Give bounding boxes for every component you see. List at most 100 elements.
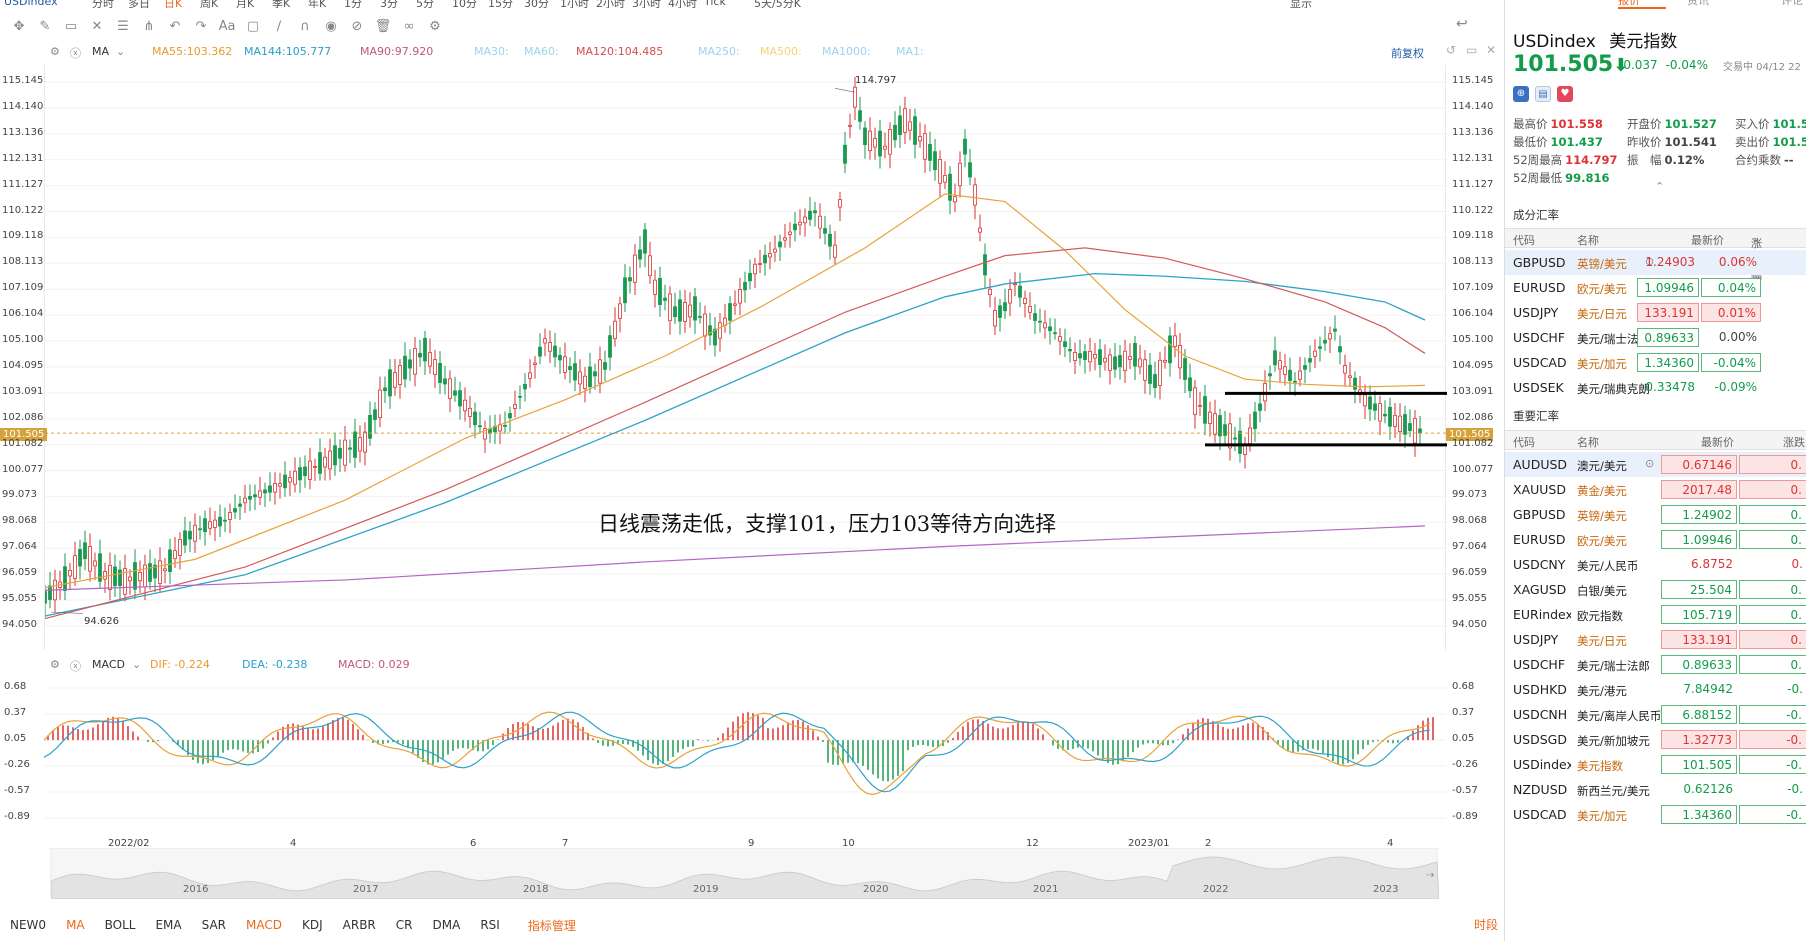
period-0[interactable]: USDindex [4,0,58,8]
comment-icon[interactable]: ▢ [246,19,260,34]
close-panel-icon[interactable]: ✕ [1486,43,1497,57]
period-17[interactable]: 4小时 [668,0,697,8]
indicator-tab-0[interactable]: NEW0 [10,918,47,932]
period-2[interactable]: 多日 [128,0,150,8]
heart-icon[interactable]: ♥ [1557,86,1573,102]
adjust-label[interactable]: 前复权 [1391,47,1424,60]
col-change[interactable]: 涨跌幅 ⌄ [1751,232,1762,282]
period-16[interactable]: 3小时 [632,0,661,8]
cross-tool-icon[interactable]: ✕ [91,19,103,34]
link-icon[interactable]: ∞ [403,19,415,34]
display-menu[interactable]: 显示 [1290,0,1312,8]
eye-icon[interactable]: ◉ [325,19,337,34]
rate-row[interactable]: GBPUSD 英镑/美元 ⊙ 1.24903 0.06% [1505,250,1806,275]
chevron-down-icon[interactable]: ⌄ [116,45,126,58]
pin-icon[interactable]: ⊙ [1645,255,1655,268]
rect-icon[interactable]: ▭ [64,19,78,34]
close-icon[interactable]: ⓧ [70,660,81,673]
back-icon[interactable]: ↩ [1456,16,1468,32]
rate-row[interactable]: XAUUSD 黄金/美元 2017.48 0. [1505,477,1806,502]
rate-row[interactable]: USDCAD 美元/加元 1.34360 -0.04% [1505,350,1806,375]
redo-icon[interactable]: ↷ [195,19,207,34]
indicator-tab-5[interactable]: MACD [246,918,282,932]
settings-icon[interactable]: ⚙ [50,658,60,671]
indicator-tab-4[interactable]: SAR [201,918,227,932]
rate-row[interactable]: USDHKD 美元/港元 7.84942 -0. [1505,677,1806,702]
indicator-tab-2[interactable]: BOLL [104,918,136,932]
text-tool-icon[interactable]: Aa [218,19,236,34]
rate-row[interactable]: EURUSD 欧元/美元 1.09946 0. [1505,527,1806,552]
rate-row[interactable]: AUDUSD 澳元/美元 ⊙ 0.67146 0. [1505,452,1806,477]
crosshair-icon[interactable]: ✥ [13,19,25,34]
indicator-tab-11[interactable]: 指标管理 [527,918,576,933]
undo-icon[interactable]: ↶ [169,19,181,34]
settings-icon[interactable]: ⚙ [50,45,60,58]
rate-row[interactable]: USDSGD 美元/新加坡元 1.32773 -0. [1505,727,1806,752]
rate-row[interactable]: USDCHF 美元/瑞士法郎 0.89633 0.00% [1505,325,1806,350]
period-4[interactable]: 周K [200,0,219,8]
period-7[interactable]: 年K [308,0,327,8]
period-12[interactable]: 15分 [488,0,513,8]
collapse-icon[interactable]: ⌃ [1655,180,1665,193]
period-5[interactable]: 月K [236,0,255,8]
globe-icon[interactable]: ⊕ [1513,86,1529,102]
settings-icon[interactable]: ⚙ [429,19,441,34]
trash-icon[interactable]: 🗑 [374,19,392,34]
period-9[interactable]: 3分 [380,0,398,8]
main-chart-area[interactable] [43,65,1447,650]
indicator-tab-7[interactable]: ARBR [342,918,376,932]
period-18[interactable]: Tick [704,0,726,8]
rate-row[interactable]: USDCNY 美元/人民币 6.8752 0. [1505,552,1806,577]
indicator-tab-8[interactable]: CR [395,918,413,932]
tab-news[interactable]: 资讯 [1687,0,1709,7]
indicator-tab-1[interactable]: MA [66,918,85,932]
rate-row[interactable]: USDCAD 美元/加元 1.34360 -0. [1505,802,1806,827]
pin-icon[interactable]: ⊙ [1645,457,1655,470]
tab-quote[interactable]: 报价 [1618,0,1640,7]
rate-row[interactable]: USDCNH 美元/离岸人民币 6.88152 -0. [1505,702,1806,727]
rate-price: 1.24903 [1645,255,1695,269]
period-14[interactable]: 1小时 [560,0,589,8]
period-15[interactable]: 2小时 [596,0,625,8]
period-10[interactable]: 5分 [416,0,434,8]
indicator-tab-9[interactable]: DMA [432,918,461,932]
macd-chart-area[interactable] [43,676,1446,838]
list-icon[interactable]: ▤ [1535,86,1551,102]
pen-icon[interactable]: ✎ [39,19,51,34]
rate-row[interactable]: EURUSD 欧元/美元 1.09946 0.04% [1505,275,1806,300]
magnet-icon[interactable]: ∩ [300,19,310,34]
lines-icon[interactable]: ☰ [117,19,129,34]
chevron-down-icon[interactable]: ⌄ [132,658,142,671]
indicator-tab-10[interactable]: RSI [480,918,500,932]
period-13[interactable]: 30分 [524,0,549,8]
indicator-tab-3[interactable]: EMA [155,918,182,932]
rate-row[interactable]: GBPUSD 英镑/美元 1.24902 0. [1505,502,1806,527]
reset-icon[interactable]: ↺ [1446,43,1457,57]
rate-row[interactable]: USDCHF 美元/瑞士法郎 0.89633 0. [1505,652,1806,677]
rate-row[interactable]: USDindex 美元指数 101.505 -0. [1505,752,1806,777]
ma-item-label: MA1000: [822,45,871,58]
session-button[interactable]: 时段 [1474,918,1499,932]
rate-row[interactable]: XAGUSD 白银/美元 25.504 0. [1505,577,1806,602]
close-icon[interactable]: ⓧ [70,47,81,60]
rate-row[interactable]: NZDUSD 新西兰元/美元 0.62126 -0. [1505,777,1806,802]
navigator-handle-icon[interactable]: ⇢ [1426,870,1435,881]
fork-icon[interactable]: ⋔ [143,19,155,34]
period-1[interactable]: 分时 [92,0,114,8]
indicator-tab-6[interactable]: KDJ [302,918,323,932]
hide-icon[interactable]: ⊘ [351,19,363,34]
rate-name: 英镑/美元 [1577,509,1627,523]
period-11[interactable]: 10分 [452,0,477,8]
line-icon[interactable]: ∕ [276,19,282,34]
period-3[interactable]: 日K [164,0,183,8]
period-6[interactable]: 季K [272,0,291,8]
rate-row[interactable]: USDJPY 美元/日元 133.191 0. [1505,627,1806,652]
rate-row[interactable]: USDSEK 美元/瑞典克朗 0.33478 -0.09% [1505,375,1806,400]
period-19[interactable]: 5天/5分K [754,0,801,8]
tab-comments[interactable]: 评论 [1781,0,1803,7]
maximize-icon[interactable]: ▭ [1466,43,1478,57]
overview-navigator[interactable] [50,848,1440,900]
rate-row[interactable]: USDJPY 美元/日元 133.191 0.01% [1505,300,1806,325]
period-8[interactable]: 1分 [344,0,362,8]
rate-row[interactable]: EURindex 欧元指数 105.719 0. [1505,602,1806,627]
